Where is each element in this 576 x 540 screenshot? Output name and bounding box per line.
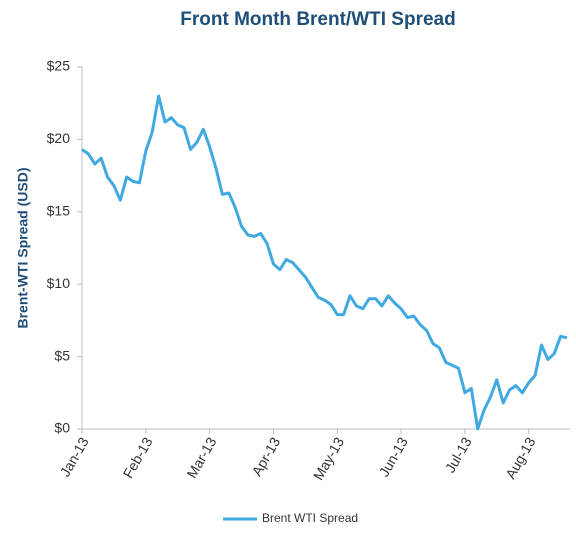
data-line <box>81 94 568 431</box>
y-tick-label: $20 <box>47 130 71 146</box>
x-tick-label: Apr-13 <box>248 434 283 479</box>
y-tick-label: $25 <box>47 58 71 74</box>
y-tick-label: $10 <box>47 275 71 291</box>
y-tick-label: $0 <box>54 420 70 436</box>
x-tick-label: Mar-13 <box>183 434 219 481</box>
x-tick-label: Jul-13 <box>442 434 475 475</box>
chart-title: Front Month Brent/WTI Spread <box>180 9 455 30</box>
legend-label: Brent WTI Spread <box>262 511 358 525</box>
x-tick-label: Feb-13 <box>120 434 156 481</box>
y-tick-label: $15 <box>47 203 71 219</box>
x-tick-label: May-13 <box>310 434 347 483</box>
x-tick-label: Jan-13 <box>57 434 92 479</box>
x-tick-label: Jun-13 <box>376 434 411 479</box>
y-axis-label: Brent-WTI Spread (USD) <box>15 168 31 329</box>
y-tick-label: $5 <box>54 347 70 363</box>
x-tick-label: Aug-13 <box>502 434 539 481</box>
